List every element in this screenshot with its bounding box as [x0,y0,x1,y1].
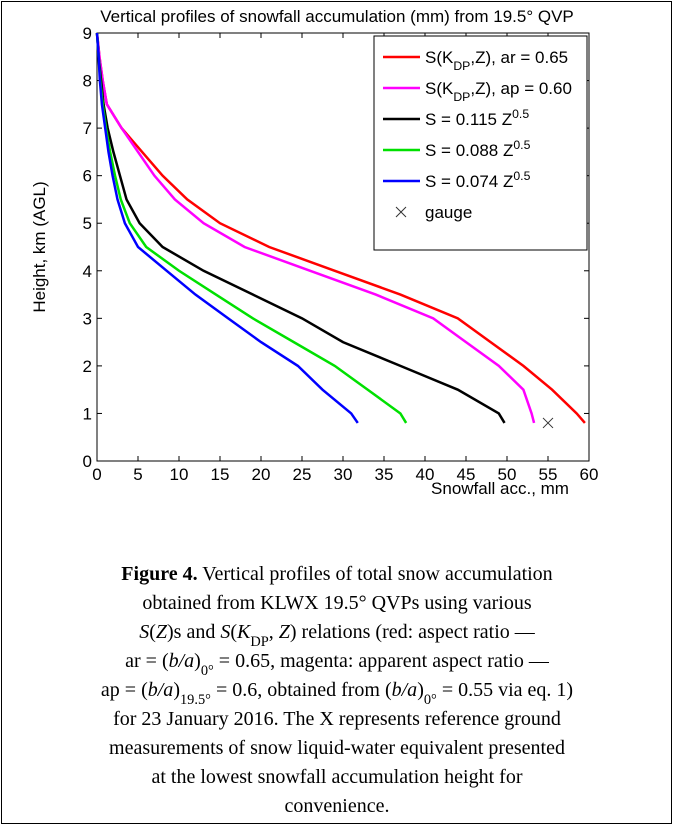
text-segment: S [139,621,149,643]
x-tick-label: 55 [539,465,558,484]
legend-label: S(KDP,Z), ar = 0.65 [425,48,568,73]
y-axis-label: Height, km (AGL) [30,181,49,312]
text-segment: b/a [392,679,418,701]
y-tick-label: 0 [83,452,92,471]
y-tick-label: 9 [83,24,92,43]
y-tick-label: 5 [83,214,92,233]
x-tick-label: 35 [375,465,394,484]
text-segment: b/a [148,679,174,701]
x-tick-label: 10 [170,465,189,484]
series-line [95,32,536,424]
caption-line: obtained from KLWX 19.5° QVPs using vari… [142,592,531,614]
caption-line: S(Z)s and S(KDP, Z) relations (red: aspe… [139,621,536,650]
legend-label: S = 0.074 Z0.5 [425,169,531,191]
text-segment: ) relations (red: aspect ratio — [290,621,536,643]
x-tick-label: 30 [334,465,353,484]
x-tick-label: 45 [457,465,476,484]
text-segment: S = 0.088 Z [425,141,513,160]
text-segment: Z [279,621,291,643]
text-segment: convenience. [285,795,390,817]
text-segment: DP [453,59,470,73]
text-segment: = 0.55 via eq. 1) [437,679,573,701]
text-segment: 0.5 [513,169,530,183]
x-tick-label: 15 [211,465,230,484]
text-segment: ( [230,621,237,643]
y-tick-label: 8 [83,72,92,91]
y-tick-label: 4 [83,262,92,281]
text-segment: Z [156,621,168,643]
text-segment: obtained from KLWX 19.5° QVPs using vari… [142,592,531,614]
x-tick-label: 50 [498,465,517,484]
text-segment: ) [417,679,424,701]
caption-line: measurements of snow liquid-water equiva… [109,737,565,759]
caption-line: at the lowest snowfall accumulation heig… [151,766,522,788]
x-tick-label: 0 [92,465,101,484]
x-tick-label: 60 [580,465,599,484]
caption-line: convenience. [285,795,390,817]
text-segment: )s and [167,621,220,643]
text-segment: S = 0.074 Z [425,172,513,191]
caption-line: ap = (b/a)19.5° = 0.6, obtained from (b/… [101,679,573,708]
text-segment: Vertical profiles of total snow accumula… [198,563,553,585]
text-segment: 0.5 [513,138,530,152]
text-segment: ,Z), ar = 0.65 [470,48,568,67]
y-tick-label: 3 [83,309,92,328]
text-segment: at the lowest snowfall accumulation heig… [151,766,522,788]
text-segment: b/a [169,650,195,672]
caption-line: for 23 January 2016. The X represents re… [113,708,561,730]
gauge-marker [542,417,554,429]
legend-label: gauge [425,203,472,222]
text-segment: K [236,621,252,643]
text-segment: ap = ( [101,679,148,701]
y-tick-label: 6 [83,167,92,186]
legend-label: S(KDP,Z), ap = 0.60 [425,79,572,104]
y-tick-label: 1 [83,404,92,423]
text-segment: DP [453,90,470,104]
series-line [95,32,359,424]
text-segment: ar = ( [125,650,169,672]
x-axis-label: Snowfall acc., mm [431,479,569,498]
legend-box [373,35,588,251]
text-segment: 0° [424,692,437,708]
text-segment: ) [194,650,201,672]
x-tick-label: 20 [252,465,271,484]
legend-label: S = 0.115 Z0.5 [425,107,529,129]
x-tick-label: 25 [293,465,312,484]
text-segment: ,Z), ap = 0.60 [470,79,572,98]
x-tick-label: 40 [416,465,435,484]
text-segment: S [220,621,230,643]
y-tick-label: 7 [83,119,92,138]
text-segment: 19.5° [180,692,211,708]
text-segment: ( [149,621,156,643]
text-segment: = 0.65, magenta: apparent aspect ratio — [214,650,550,672]
chart-title: Vertical profiles of snowfall accumulati… [100,7,574,26]
text-segment: S(K [425,48,454,67]
text-segment: 0.5 [512,107,529,121]
y-tick-label: 2 [83,357,92,376]
text-segment: ) [173,679,180,701]
text-segment: measurements of snow liquid-water equiva… [109,737,565,759]
legend-swatch [395,206,407,218]
text-segment: Figure 4. [121,563,197,585]
caption-line: ar = (b/a)0° = 0.65, magenta: apparent a… [125,650,550,679]
text-segment: DP [250,634,268,650]
text-segment: 0° [201,663,214,679]
x-tick-label: 5 [133,465,142,484]
text-segment: = 0.6, obtained from ( [211,679,392,701]
text-segment: , [269,621,279,643]
text-segment: S(K [425,79,454,98]
text-segment: for 23 January 2016. The X represents re… [113,708,561,730]
caption-line: Figure 4. Vertical profiles of total sno… [121,563,552,585]
text-segment: S = 0.115 Z [425,110,512,129]
legend-label: S = 0.088 Z0.5 [425,138,531,160]
